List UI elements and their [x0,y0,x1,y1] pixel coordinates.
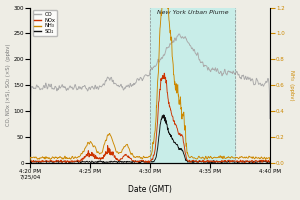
Y-axis label: CO, NOx (×S), SO₂ (×S)  (ppbv): CO, NOx (×S), SO₂ (×S) (ppbv) [6,44,10,126]
Y-axis label: NH₃  (ppbv): NH₃ (ppbv) [290,70,294,101]
Bar [150,8,235,163]
X-axis label: Date (GMT): Date (GMT) [128,185,172,194]
Text: New York Urban Plume: New York Urban Plume [157,10,228,15]
Legend: CO, NOx, NH₃, SO₂: CO, NOx, NH₃, SO₂ [33,10,57,36]
